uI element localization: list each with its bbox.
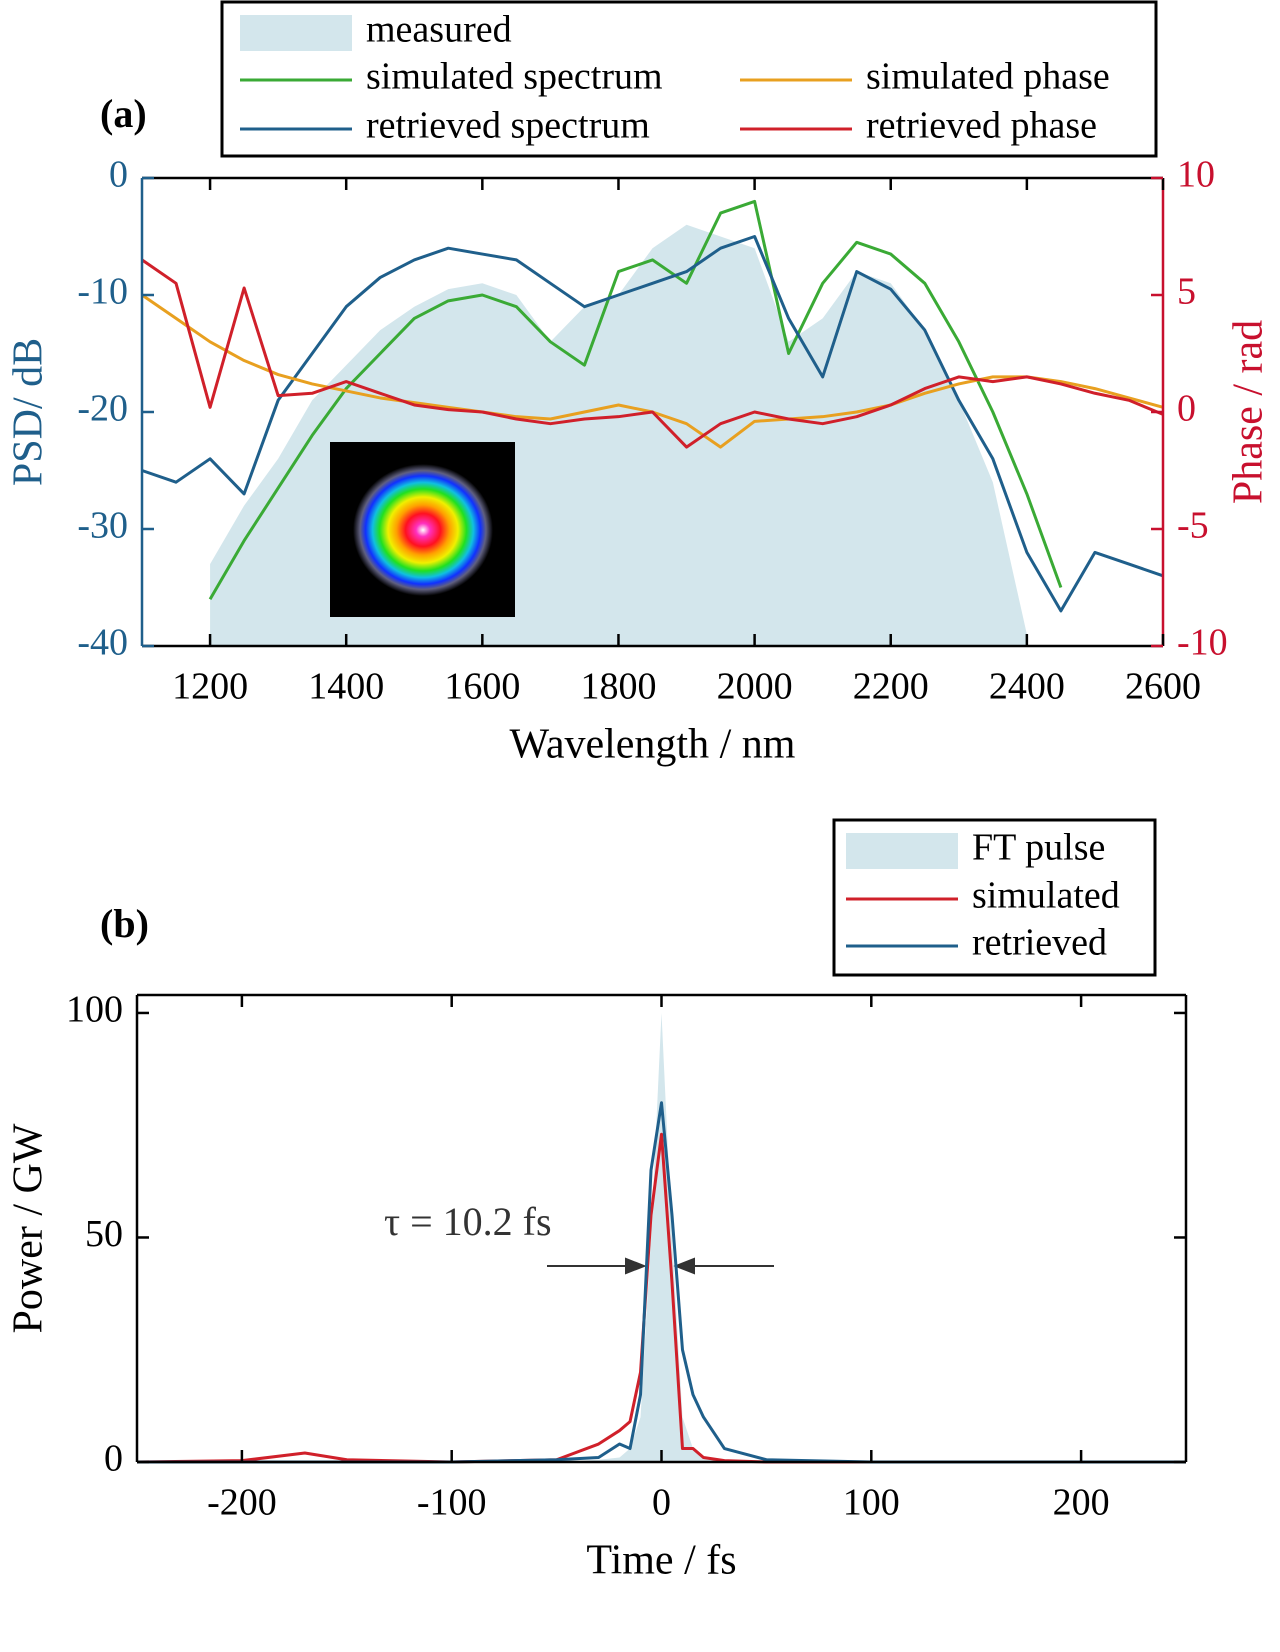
y-tick-label: 0 [104,1438,123,1480]
y-axis-label: Power / GW [6,1123,52,1333]
legend-swatch [846,833,958,869]
y2-tick-label: -10 [1177,622,1228,664]
legend-box [220,0,1158,158]
legend-label: FT pulse [972,827,1105,869]
legend-label: retrieved spectrum [366,105,650,147]
line [141,235,1164,613]
area [137,1012,1186,1462]
x-tick-label: 2600 [1125,666,1201,708]
y2-tick-label: 10 [1177,154,1215,196]
annotation: τ = 10.2 fs [384,1199,552,1244]
legend-label: simulated spectrum [366,56,663,98]
y2-tick-label: 0 [1177,388,1196,430]
x-tick-label: 0 [652,1482,671,1524]
legend-label: retrieved phase [866,105,1097,147]
legend-label: measured [366,9,512,51]
y2-tick-label: -5 [1177,505,1209,547]
x-tick-label: 1800 [580,666,656,708]
legend-swatch [240,15,352,51]
panel-label: (a) [100,91,147,136]
x-tick-label: 2000 [717,666,793,708]
x-axis-label: Time / fs [586,1538,736,1584]
y-axis-label: PSD/ dB [6,338,52,486]
legend-label: simulated [972,875,1120,917]
x-tick-label: -200 [207,1482,277,1524]
x-tick-label: 2400 [989,666,1065,708]
y-tick-label: -20 [77,388,128,430]
legend-label: simulated phase [866,56,1110,98]
y-tick-label: 100 [66,989,123,1031]
beam-profile [353,464,493,596]
fwhm-arrows [547,1257,774,1275]
legend-label: retrieved [972,922,1107,964]
x-tick-label: 2200 [853,666,929,708]
x-tick-label: -100 [417,1482,487,1524]
x-tick-label: 100 [843,1482,900,1524]
x-tick-label: 1400 [308,666,384,708]
y-tick-label: 50 [85,1213,123,1255]
panel-label: (b) [100,901,149,946]
line [141,258,1164,449]
x-tick-label: 200 [1053,1482,1110,1524]
y-tick-label: -10 [77,271,128,313]
x-tick-label: 1600 [444,666,520,708]
y-tick-label: 0 [109,154,128,196]
y-tick-label: -30 [77,505,128,547]
y2-axis-label: Phase / rad [1226,320,1272,504]
x-axis-label: Wavelength / nm [510,722,796,768]
y-tick-label: -40 [77,622,128,664]
x-tick-label: 1200 [172,666,248,708]
y2-tick-label: 5 [1177,271,1196,313]
